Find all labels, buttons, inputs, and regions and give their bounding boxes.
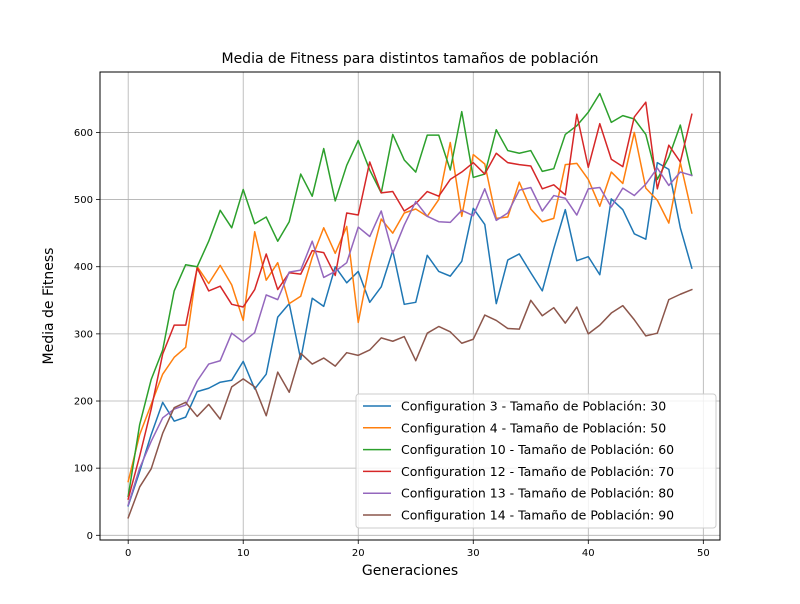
legend-entry-label: Configuration 4 - Tamaño de Población: 5…	[401, 420, 666, 435]
y-tick-label: 300	[74, 329, 93, 340]
legend-entry-label: Configuration 12 - Tamaño de Población: …	[401, 464, 674, 479]
legend-entry-label: Configuration 13 - Tamaño de Población: …	[401, 486, 674, 501]
legend-entry-label: Configuration 14 - Tamaño de Población: …	[401, 508, 674, 523]
series-line-2	[127, 131, 693, 483]
x-tick-label: 20	[352, 548, 365, 559]
x-axis-label: Generaciones	[362, 563, 458, 579]
legend-entry-label: Configuration 10 - Tamaño de Población: …	[401, 442, 674, 457]
x-tick-label: 10	[237, 548, 250, 559]
x-tick-label: 40	[582, 548, 595, 559]
legend: Configuration 3 - Tamaño de Población: 3…	[355, 393, 717, 529]
series-line-4	[127, 101, 693, 500]
y-tick-label: 0	[87, 531, 93, 542]
series-line-1	[127, 161, 693, 507]
series-line-5	[127, 167, 693, 507]
plot-frame	[99, 71, 721, 541]
y-tick-label: 500	[74, 195, 93, 206]
y-tick-label: 400	[74, 262, 93, 273]
legend-entry-label: Configuration 3 - Tamaño de Población: 3…	[401, 399, 666, 414]
y-axis-label: Media de Fitness	[41, 248, 57, 365]
series-line-3	[127, 92, 693, 498]
series-line-6	[127, 288, 693, 519]
y-tick-label: 100	[74, 464, 93, 475]
x-tick-label: 30	[467, 548, 480, 559]
y-tick-label: 200	[74, 397, 93, 408]
series-group	[127, 92, 693, 519]
x-tick-label: 0	[125, 548, 131, 559]
x-tick-label: 50	[697, 548, 710, 559]
y-tick-label: 600	[74, 128, 93, 139]
legend-box	[355, 393, 717, 529]
chart-title: Media de Fitness para distintos tamaños …	[221, 51, 598, 67]
